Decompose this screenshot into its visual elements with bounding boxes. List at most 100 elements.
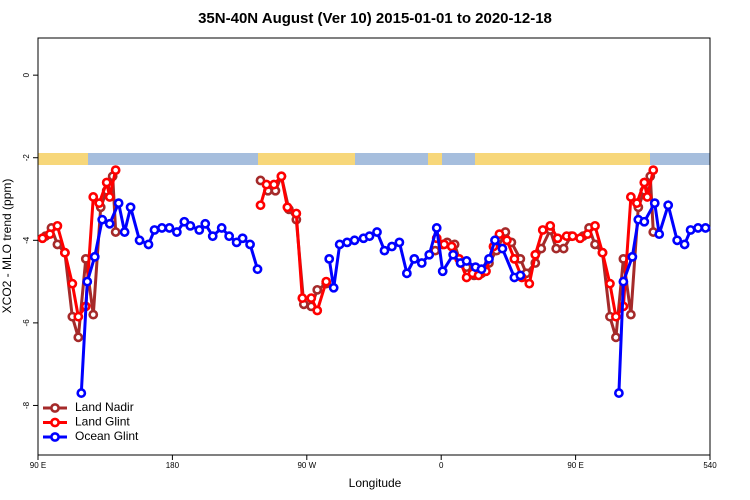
data-point bbox=[88, 309, 99, 320]
data-point bbox=[76, 388, 87, 398]
data-point bbox=[110, 227, 121, 237]
data-point bbox=[614, 388, 624, 398]
x-tick-label: 90 W bbox=[297, 461, 316, 470]
data-point bbox=[291, 208, 302, 219]
data-point bbox=[672, 235, 683, 246]
data-point bbox=[89, 251, 100, 262]
data-point bbox=[611, 311, 621, 322]
data-point bbox=[104, 218, 115, 229]
data-point bbox=[97, 214, 108, 225]
land-strip bbox=[258, 153, 355, 165]
legend-marker bbox=[50, 432, 60, 442]
data-point bbox=[276, 171, 287, 182]
data-point bbox=[509, 253, 520, 264]
data-point bbox=[94, 198, 105, 209]
data-point bbox=[119, 227, 130, 237]
data-point bbox=[448, 249, 459, 260]
data-point bbox=[476, 264, 487, 275]
data-point bbox=[194, 225, 205, 235]
data-point bbox=[567, 231, 578, 242]
data-point bbox=[245, 239, 255, 250]
data-point bbox=[82, 276, 93, 287]
data-point bbox=[45, 229, 55, 240]
data-point bbox=[625, 192, 636, 202]
data-point bbox=[639, 177, 650, 188]
data-point bbox=[416, 258, 427, 268]
data-point bbox=[312, 305, 323, 316]
data-point bbox=[372, 227, 382, 237]
data-point bbox=[446, 241, 457, 252]
x-tick-label: 0 bbox=[439, 461, 444, 470]
data-point bbox=[631, 198, 642, 209]
data-point bbox=[611, 332, 621, 343]
data-point bbox=[125, 202, 136, 213]
data-point bbox=[490, 235, 500, 246]
data-point bbox=[437, 266, 448, 277]
legend-label: Land Nadir bbox=[75, 400, 134, 414]
y-tick-label: -2 bbox=[22, 154, 31, 162]
data-point bbox=[328, 282, 339, 293]
data-point bbox=[693, 223, 703, 233]
data-point bbox=[297, 293, 308, 304]
y-tick-label: -6 bbox=[22, 319, 31, 327]
y-axis-label: XCO2 - MLO trend (ppm) bbox=[0, 179, 14, 314]
data-point bbox=[255, 200, 266, 211]
y-tick-label: -8 bbox=[22, 401, 31, 409]
y-tick-label: -4 bbox=[22, 236, 31, 244]
data-point bbox=[104, 192, 115, 202]
data-point bbox=[575, 233, 585, 244]
data-point bbox=[524, 278, 535, 289]
data-point bbox=[409, 253, 420, 264]
data-point bbox=[679, 239, 690, 250]
data-point bbox=[52, 239, 63, 250]
data-point bbox=[649, 198, 660, 209]
data-point bbox=[261, 179, 272, 190]
data-point bbox=[605, 278, 615, 289]
data-point bbox=[590, 220, 600, 231]
data-point bbox=[252, 264, 263, 275]
data-point bbox=[207, 231, 218, 242]
data-point bbox=[157, 223, 167, 233]
data-point bbox=[200, 218, 211, 229]
data-point bbox=[424, 249, 435, 260]
x-tick-label: 540 bbox=[703, 461, 717, 470]
data-point bbox=[110, 165, 121, 176]
data-point bbox=[269, 179, 279, 190]
data-point bbox=[185, 220, 196, 231]
data-point bbox=[663, 200, 674, 211]
data-point bbox=[282, 202, 293, 213]
data-point bbox=[73, 332, 84, 343]
data-point bbox=[461, 256, 472, 266]
data-point bbox=[88, 192, 99, 202]
data-point bbox=[502, 235, 512, 246]
data-point bbox=[321, 276, 332, 287]
data-point bbox=[401, 268, 412, 279]
data-point bbox=[654, 229, 665, 240]
data-point bbox=[685, 225, 696, 235]
data-point bbox=[149, 225, 160, 235]
data-point bbox=[387, 241, 397, 252]
data-point bbox=[700, 223, 711, 233]
data-point bbox=[143, 239, 154, 250]
land-strip bbox=[38, 153, 88, 165]
data-point bbox=[334, 239, 345, 250]
x-tick-label: 180 bbox=[166, 461, 180, 470]
data-point bbox=[484, 253, 494, 264]
chart-title: 35N-40N August (Ver 10) 2015-01-01 to 20… bbox=[198, 10, 552, 27]
data-point bbox=[134, 235, 145, 246]
legend-marker bbox=[50, 403, 60, 413]
data-point bbox=[59, 247, 70, 258]
x-tick-label: 90 E bbox=[30, 461, 46, 470]
data-point bbox=[530, 249, 541, 260]
data-point bbox=[625, 309, 636, 320]
data-point bbox=[349, 235, 360, 246]
data-point bbox=[394, 237, 405, 248]
data-point bbox=[639, 216, 650, 227]
data-point bbox=[101, 177, 112, 188]
land-strip bbox=[428, 153, 442, 165]
data-point bbox=[379, 245, 390, 256]
data-point bbox=[324, 253, 335, 264]
